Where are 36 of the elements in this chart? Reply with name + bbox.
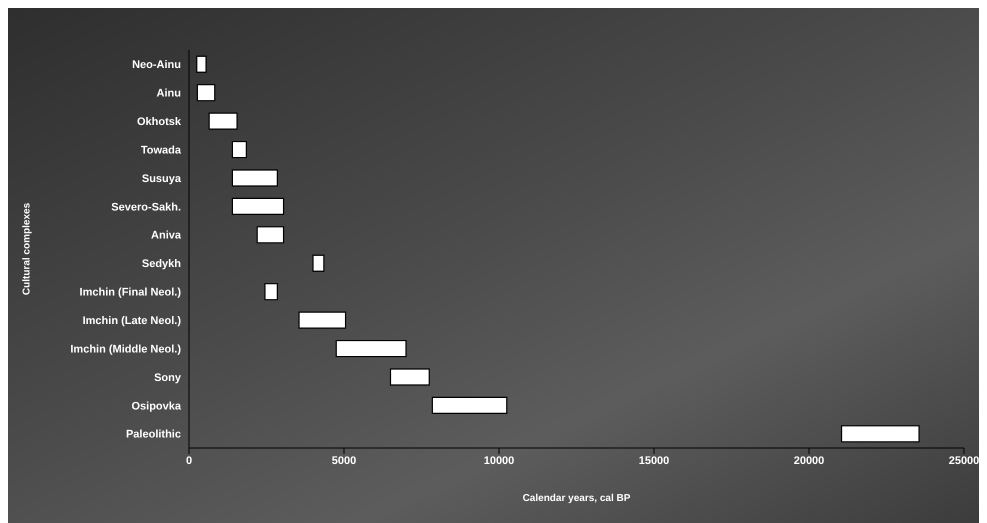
y-tick-label: Imchin (Late Neol.) (82, 314, 182, 327)
y-tick-label: Ainu (156, 88, 181, 100)
x-tick-label: 0 (186, 454, 192, 467)
x-tick-label: 5000 (332, 454, 356, 467)
bar (264, 283, 278, 300)
y-tick-label: Okhotsk (136, 116, 182, 128)
bar (232, 169, 278, 187)
x-tick-label: 25000 (948, 454, 980, 467)
y-tick-label: Paleolithic (126, 428, 181, 441)
bar (232, 198, 284, 215)
bar (390, 368, 430, 386)
x-tick-label: 10000 (484, 454, 514, 467)
bar (312, 254, 324, 272)
y-tick-label: Severo-Sakh. (111, 201, 181, 214)
y-tick-label: Aniva (151, 230, 182, 242)
y-tick-label: Neo-Ainu (132, 59, 181, 72)
y-tick-label: Towada (140, 144, 182, 156)
bar (840, 425, 920, 442)
x-axis-title: Calendar years, cal BP (522, 493, 631, 504)
bar (256, 226, 284, 244)
bar (196, 84, 216, 102)
y-tick-label: Imchin (Middle Neol.) (70, 343, 182, 356)
bar (432, 396, 508, 414)
y-tick-label: Sedykh (142, 258, 182, 270)
bar (208, 112, 238, 130)
y-tick-label: Osipovka (131, 400, 182, 412)
bar (196, 56, 207, 73)
bar (232, 140, 247, 158)
y-tick-label: Imchin (Final Neol.) (80, 286, 182, 299)
bar (298, 312, 346, 329)
y-tick-label: Susuya (142, 172, 182, 185)
x-tick-label: 15000 (638, 454, 670, 467)
bar (336, 340, 407, 358)
y-tick-label: Sony (154, 372, 182, 384)
y-axis-title: Cultural complexes (22, 202, 33, 296)
x-tick-label: 20000 (794, 454, 824, 467)
